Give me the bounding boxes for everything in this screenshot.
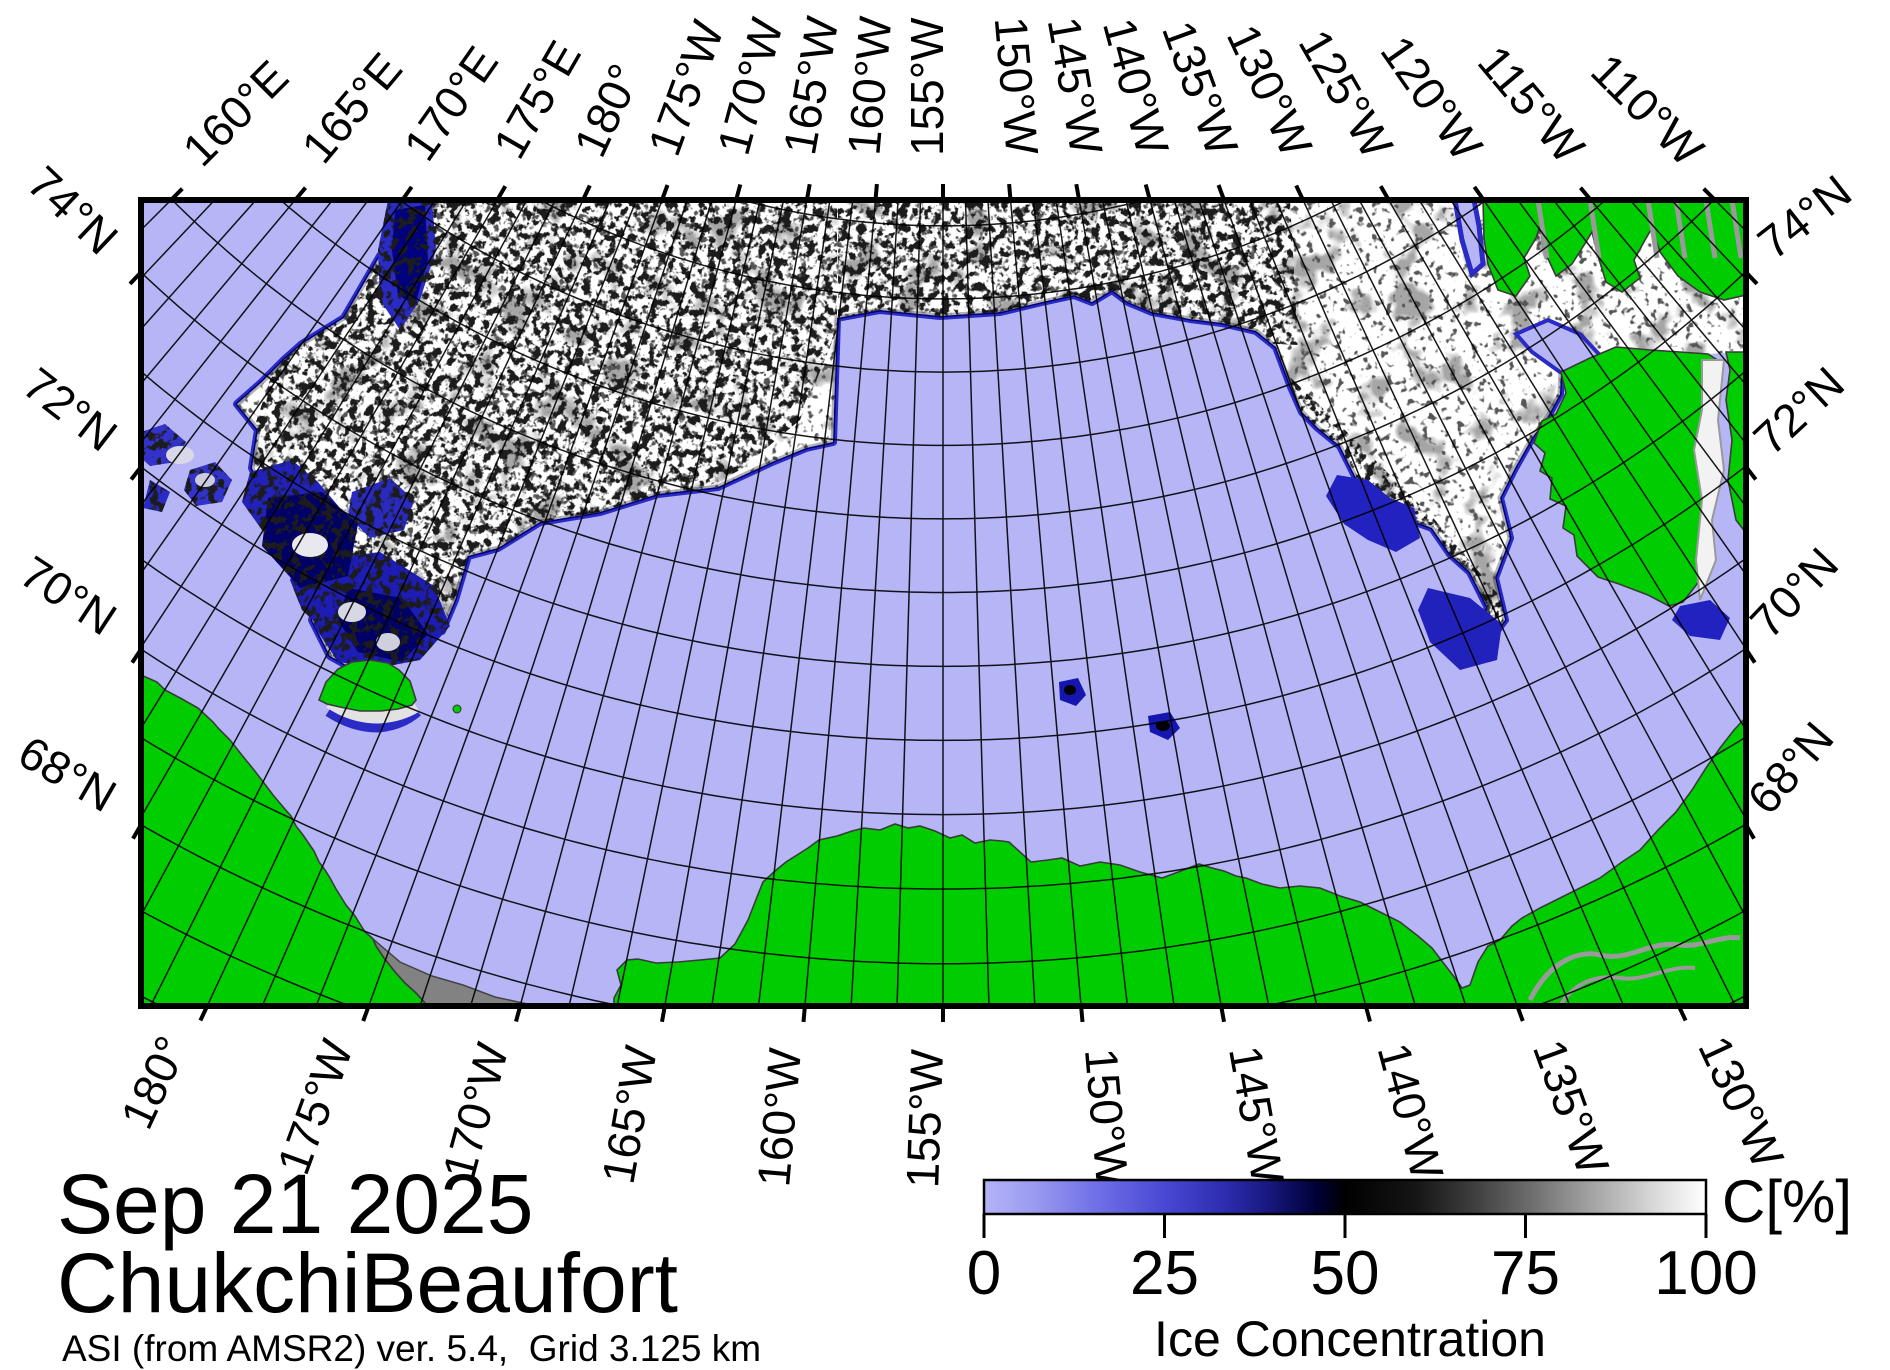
svg-text:25: 25	[1130, 1239, 1199, 1308]
svg-text:150°W: 150°W	[985, 15, 1049, 158]
svg-text:50: 50	[1311, 1239, 1380, 1308]
svg-text:75: 75	[1491, 1239, 1560, 1308]
svg-text:160°W: 160°W	[747, 1046, 811, 1189]
svg-text:100: 100	[1654, 1239, 1757, 1308]
svg-text:Ice Concentration: Ice Concentration	[1154, 1311, 1546, 1367]
svg-text:ChukchiBeaufort: ChukchiBeaufort	[57, 1236, 678, 1330]
svg-text:150°W: 150°W	[1075, 1046, 1139, 1189]
svg-text:0: 0	[967, 1239, 1001, 1308]
svg-text:160°W: 160°W	[837, 14, 901, 157]
svg-text:155°W: 155°W	[901, 17, 953, 156]
svg-text:C[%]: C[%]	[1722, 1168, 1852, 1235]
svg-text:ASI (from AMSR2) ver. 5.4, Gr: ASI (from AMSR2) ver. 5.4, Grid 3.125 km	[62, 1328, 761, 1369]
svg-text:Sep 21 2025: Sep 21 2025	[57, 1157, 533, 1251]
svg-text:155°W: 155°W	[896, 1048, 953, 1189]
